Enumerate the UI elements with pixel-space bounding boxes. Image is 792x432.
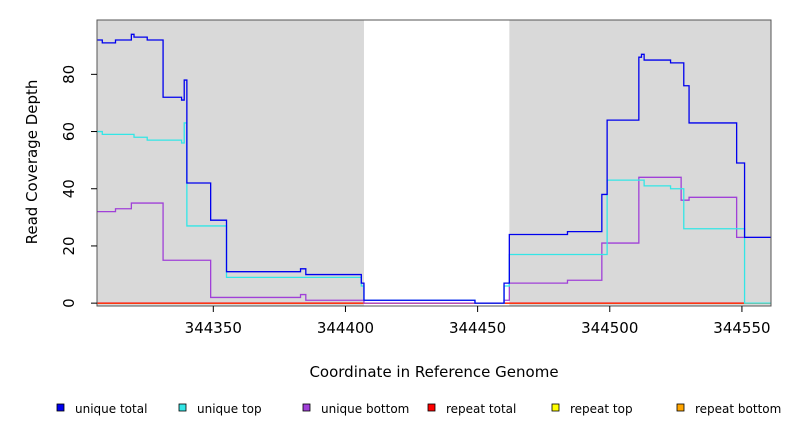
y-tick-label: 0 <box>60 298 78 308</box>
legend-item-repeat-top: repeat top <box>551 402 633 416</box>
x-tick-label: 344500 <box>581 319 638 337</box>
legend-label: unique bottom <box>321 402 409 416</box>
legend-item-unique-bottom: unique bottom <box>302 402 409 416</box>
y-tick-label: 60 <box>60 122 78 141</box>
legend-label: unique total <box>75 402 147 416</box>
legend-label: repeat bottom <box>695 402 781 416</box>
x-tick-label: 344550 <box>713 319 770 337</box>
shaded-region-0 <box>97 20 364 306</box>
x-axis-label: Coordinate in Reference Genome <box>309 363 558 381</box>
legend-label: repeat total <box>446 402 516 416</box>
legend-item-unique-top: unique top <box>178 402 262 416</box>
legend-item-repeat-bottom: repeat bottom <box>676 402 781 416</box>
series-lines <box>97 33 771 304</box>
legend-swatch <box>56 403 65 412</box>
legend-label: repeat top <box>570 402 633 416</box>
legend-item-repeat-total: repeat total <box>427 402 516 416</box>
legend: unique total unique top unique bottom repea… <box>56 402 781 416</box>
shaded-region-1 <box>509 20 771 306</box>
y-tick-label: 20 <box>60 236 78 255</box>
y-tick-label: 40 <box>60 179 78 198</box>
y-tick-label: 80 <box>60 65 78 84</box>
y-axis: 0 20 40 60 80 <box>60 65 97 308</box>
x-tick-label: 344400 <box>317 319 374 337</box>
shaded-regions <box>97 20 771 306</box>
legend-item-unique-total: unique total <box>56 402 147 416</box>
x-tick-label: 344450 <box>449 319 506 337</box>
x-tick-label: 344350 <box>185 319 242 337</box>
legend-swatch <box>676 403 685 412</box>
plot-frame <box>96 19 772 307</box>
legend-swatch <box>178 403 187 412</box>
legend-swatch <box>427 403 436 412</box>
legend-label: unique top <box>197 402 262 416</box>
y-axis-label: Read Coverage Depth <box>23 80 41 245</box>
series-line-unique-total <box>97 33 771 304</box>
legend-swatch <box>302 403 311 412</box>
x-axis: 344350 344400 344450 344500 344550 <box>185 306 771 337</box>
legend-swatch <box>551 403 560 412</box>
